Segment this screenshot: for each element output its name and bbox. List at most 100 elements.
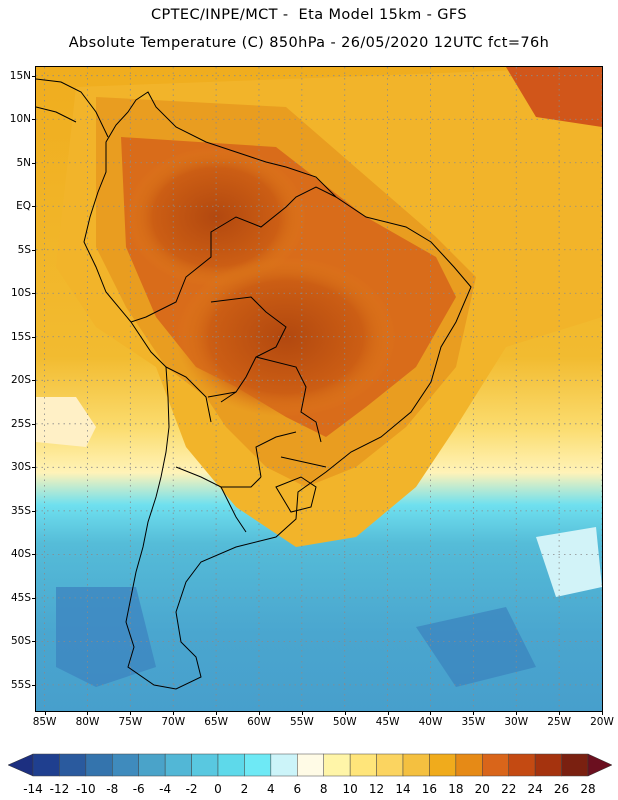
- colorbar-tick-label: 4: [267, 782, 275, 796]
- lon-tick: [44, 711, 46, 715]
- lat-tick: [32, 336, 36, 338]
- lat-tick: [32, 597, 36, 599]
- colorbar-tick-label: -6: [132, 782, 145, 796]
- lon-tick-label: 35W: [461, 716, 486, 728]
- cold-pool-southwest: [56, 587, 156, 687]
- uruguay-outline: [275, 476, 317, 513]
- colorbar-swatch: [191, 753, 219, 777]
- colorbar-tick-label: 12: [368, 782, 385, 796]
- lon-tick-label: 70W: [161, 716, 186, 728]
- colorbar-swatch: [164, 753, 192, 777]
- lat-tick-label: 25S: [10, 417, 31, 430]
- colorbar-swatch: [59, 753, 87, 777]
- lon-tick-label: 55W: [289, 716, 314, 728]
- lon-tick: [258, 711, 260, 715]
- lat-tick-label: 50S: [10, 635, 31, 648]
- coastlines-and-borders: [36, 78, 472, 690]
- colorbar-tick-label: -10: [76, 782, 96, 796]
- lon-tick-label: 25W: [547, 716, 571, 728]
- lon-tick-label: 65W: [204, 716, 228, 728]
- lat-tick-label: 45S: [10, 591, 31, 604]
- pale-patch-east: [536, 527, 602, 597]
- lon-tick-label: 45W: [375, 716, 400, 728]
- colorbar-tick-label: 20: [474, 782, 490, 796]
- colorbar-tick-label: 28: [580, 782, 596, 796]
- colorbar-swatch: [112, 753, 139, 777]
- colorbar: [0, 748, 618, 798]
- lon-tick: [216, 711, 218, 715]
- lat-tick: [32, 75, 36, 77]
- lon-tick: [387, 711, 389, 715]
- lon-tick: [602, 711, 603, 715]
- lat-tick-label: 20S: [10, 374, 31, 387]
- colorbar-tick-label: 6: [293, 782, 302, 796]
- colorbar-swatch: [270, 753, 298, 777]
- central-america-outline: [36, 78, 109, 138]
- lat-tick: [32, 554, 36, 556]
- colorbar-tick-label: -8: [106, 782, 119, 796]
- colorbar-swatch: [534, 753, 562, 777]
- colorbar-swatch: [349, 753, 377, 777]
- temperature-map: [35, 66, 603, 712]
- lon-tick-label: 60W: [247, 716, 271, 728]
- lat-tick: [32, 119, 36, 121]
- lon-tick-label: 75W: [118, 716, 143, 728]
- colorbar-swatch: [455, 753, 483, 777]
- colorbar-swatch: [323, 753, 351, 777]
- colorbar-tick-label: 0: [214, 782, 222, 796]
- lat-tick-label: EQ: [16, 200, 31, 213]
- colorbar-swatch: [429, 753, 457, 777]
- lon-tick-label: 40W: [418, 716, 443, 728]
- lat-tick-label: 15N: [9, 69, 31, 82]
- colorbar-tick-label: 26: [553, 782, 570, 796]
- lon-tick: [516, 711, 518, 715]
- lon-tick: [301, 711, 303, 715]
- colorbar-swatch: [244, 753, 272, 777]
- lat-tick-label: 10N: [9, 113, 31, 126]
- cold-pool-southeast: [416, 607, 536, 687]
- lon-tick: [87, 711, 89, 715]
- colorbar-swatch: [376, 753, 404, 777]
- colorbar-tick-label: -2: [185, 782, 198, 796]
- lat-tick-label: 10S: [10, 287, 31, 300]
- colorbar-swatch: [138, 753, 166, 777]
- colorbar-swatch: [217, 753, 245, 777]
- colorbar-low-arrow: [7, 753, 34, 777]
- lon-tick: [344, 711, 346, 715]
- warm-area-northeast: [506, 67, 602, 127]
- temperature-field: [36, 67, 602, 711]
- gridlines: [36, 67, 602, 711]
- lon-tick-label: 80W: [75, 716, 100, 728]
- lon-tick: [130, 711, 132, 715]
- lat-tick: [32, 510, 36, 512]
- lon-tick: [430, 711, 432, 715]
- colorbar-swatch: [482, 753, 509, 777]
- lat-tick-label: 40S: [10, 548, 31, 561]
- colorbar-swatch: [297, 753, 324, 777]
- colorbar-tick-label: 22: [501, 782, 517, 796]
- colorbar-tick-label: 18: [448, 782, 464, 796]
- colorbar-tick-label: -14: [23, 782, 43, 796]
- lat-tick-label: 5S: [17, 243, 31, 256]
- colorbar-tick-label: -12: [49, 782, 70, 796]
- colorbar-swatch: [508, 753, 536, 777]
- colorbar-tick-label: 8: [319, 782, 328, 796]
- lon-tick: [173, 711, 175, 715]
- chart-title-line1: CPTEC/INPE/MCT - Eta Model 15km - GFS: [151, 7, 467, 23]
- colorbar-swatch: [85, 753, 113, 777]
- lat-tick: [32, 380, 36, 382]
- lat-tick: [32, 206, 36, 208]
- colorbar-tick-label: -4: [159, 782, 172, 796]
- chart-title-line2: Absolute Temperature (C) 850hPa - 26/05/…: [68, 35, 550, 51]
- south-america-coastline: [83, 91, 472, 690]
- lat-tick: [32, 249, 36, 251]
- lat-tick-label: 5N: [16, 156, 31, 169]
- hot-core-central: [176, 257, 396, 417]
- colorbar-tick-label: 2: [240, 782, 249, 796]
- lat-tick-label: 15S: [10, 330, 31, 343]
- brazil-border: [130, 186, 337, 443]
- lat-tick: [32, 467, 36, 469]
- colorbar-tick-label: 16: [421, 782, 438, 796]
- lat-tick: [32, 423, 36, 425]
- colorbar-swatch: [32, 753, 60, 777]
